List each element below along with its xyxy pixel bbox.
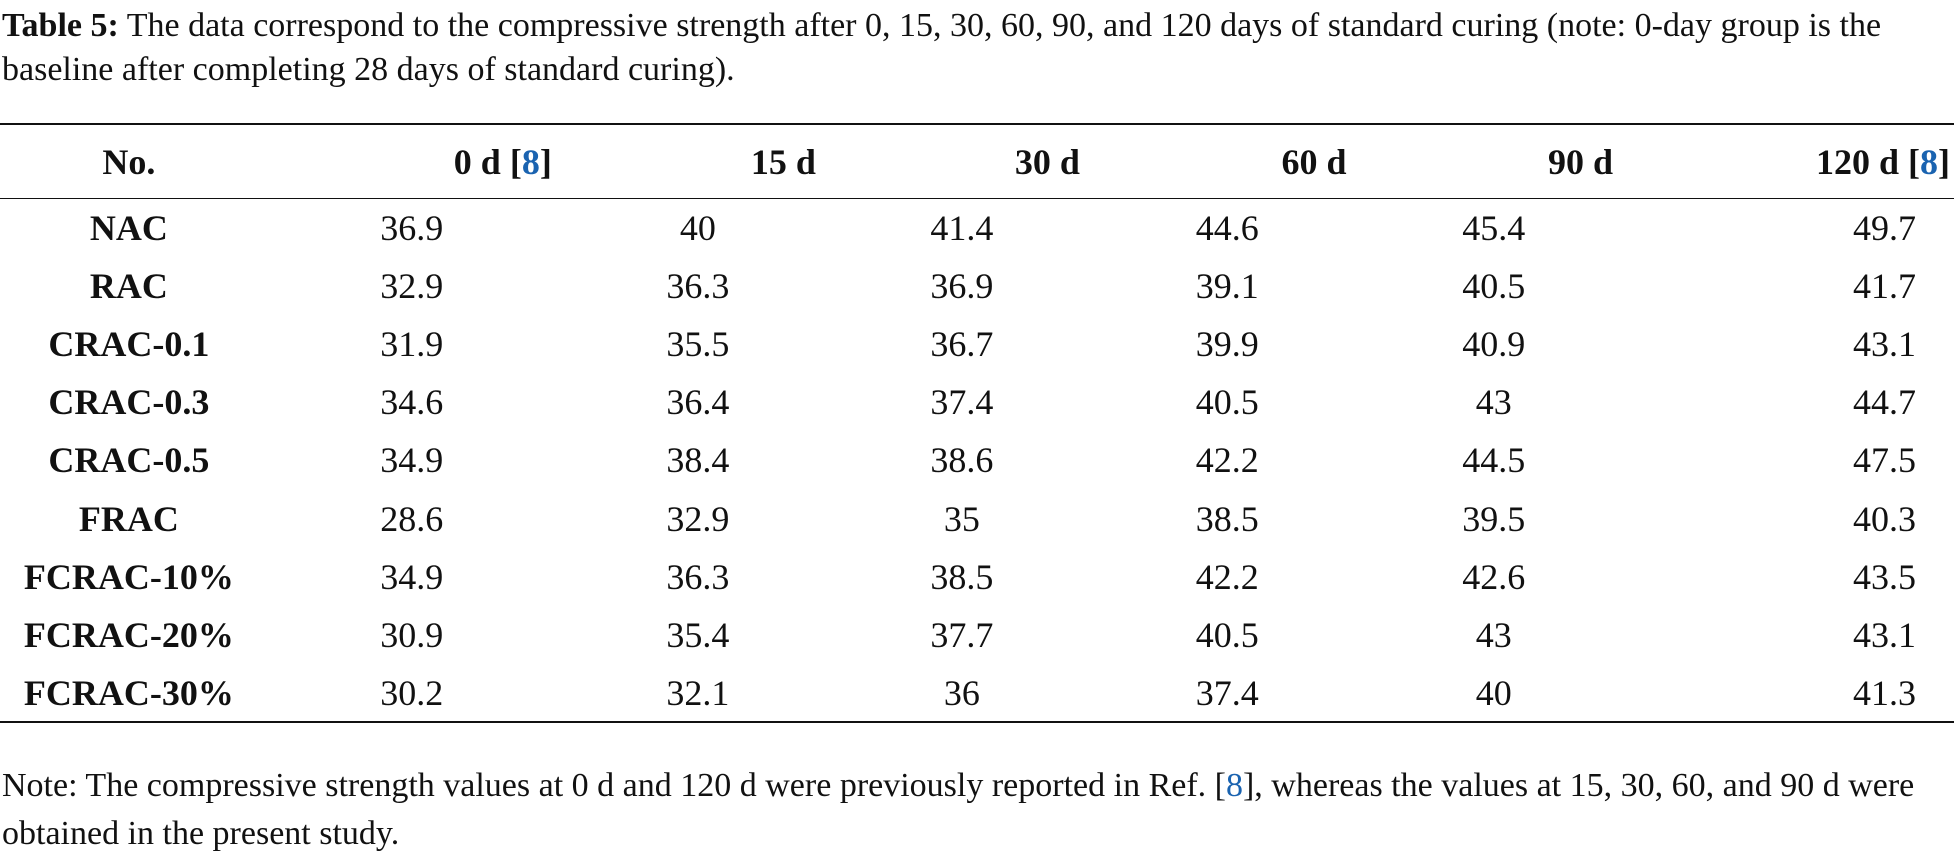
table-row: RAC 32.9 36.3 36.9 39.1 40.5 41.7	[0, 257, 1954, 315]
table-cell: 37.4	[1195, 672, 1259, 713]
row-label: FRAC	[78, 498, 179, 539]
table-cell: 36.3	[666, 556, 730, 597]
table-cell: 40.5	[1462, 265, 1526, 306]
table-cell: 30.9	[380, 614, 444, 655]
table-note: Note: The compressive strength values at…	[2, 762, 1950, 858]
table-cell: 36.4	[666, 382, 730, 423]
table-cell: 36.9	[930, 265, 994, 306]
table-cell: 40.5	[1195, 382, 1259, 423]
table-cell: 43.1	[1853, 614, 1916, 655]
table-cell: 36	[943, 672, 980, 713]
table-note-text-after: ], whereas the values at 15, 30, 60, and…	[2, 767, 1915, 852]
table-row: CRAC-0.5 34.9 38.4 38.6 42.2 44.5 47.5	[0, 431, 1954, 489]
table-cell: 41.4	[930, 207, 994, 248]
table-cell: 35.5	[666, 323, 730, 364]
column-header: 60 d	[1094, 124, 1361, 199]
table-cell: 39.5	[1462, 498, 1526, 539]
table-row: CRAC-0.3 34.6 36.4 37.4 40.5 43 44.7	[0, 373, 1954, 431]
row-label: CRAC-0.5	[48, 440, 210, 481]
table-cell: 40.9	[1462, 323, 1526, 364]
table-cell: 40	[679, 207, 716, 248]
table-row: CRAC-0.1 31.9 35.5 36.7 39.9 40.9 43.1	[0, 315, 1954, 373]
column-header-reference-link[interactable]: 8	[1920, 141, 1938, 182]
table-cell: 42.6	[1462, 556, 1526, 597]
table-cell: 34.9	[380, 440, 444, 481]
table-cell: 32.9	[380, 265, 444, 306]
column-header-reference-link[interactable]: 8	[521, 141, 540, 182]
column-header-label: 0 d	[453, 141, 501, 182]
table-cell: 37.4	[930, 382, 994, 423]
row-label: NAC	[89, 207, 168, 248]
table-cell: 40.3	[1853, 498, 1916, 539]
table-cell: 28.6	[380, 498, 444, 539]
column-header-label: No.	[102, 141, 156, 182]
table-cell: 30.2	[380, 672, 444, 713]
table-caption-text: The data correspond to the compressive s…	[2, 7, 1882, 88]
table-cell: 47.5	[1853, 440, 1916, 481]
table-cell: 37.7	[930, 614, 994, 655]
table-cell: 40	[1475, 672, 1512, 713]
column-header: 90 d	[1360, 124, 1627, 199]
table-cell: 32.1	[666, 672, 730, 713]
table-cell: 35	[943, 498, 980, 539]
table-cell: 39.1	[1195, 265, 1259, 306]
table-cell: 43.5	[1853, 556, 1916, 597]
table-cell: 45.4	[1462, 207, 1526, 248]
column-header-label: 15 d	[750, 141, 816, 182]
table-cell: 39.9	[1195, 323, 1259, 364]
table-cell: 41.7	[1853, 265, 1916, 306]
table-cell: 34.6	[380, 382, 444, 423]
table-container: No. 0 d [8] 15 d 30 d 60 d 90 d 120 d [8] NAC 3…	[0, 123, 1954, 723]
row-label: CRAC-0.1	[48, 323, 210, 364]
column-header: No.	[0, 124, 258, 199]
table-header-row: No. 0 d [8] 15 d 30 d 60 d 90 d 120 d [8]	[0, 124, 1954, 199]
table-cell: 41.3	[1853, 672, 1916, 713]
column-header: 15 d	[566, 124, 830, 199]
table-cell: 44.7	[1853, 382, 1916, 423]
table-cell: 35.4	[666, 614, 730, 655]
table-row: NAC 36.9 40 41.4 44.6 45.4 49.7	[0, 199, 1954, 257]
column-header-label: 60 d	[1281, 141, 1347, 182]
table-cell: 40.5	[1195, 614, 1259, 655]
table-row: FRAC 28.6 32.9 35 38.5 39.5 40.3	[0, 489, 1954, 547]
table-cell: 42.2	[1195, 556, 1259, 597]
table-cell: 38.6	[930, 440, 994, 481]
table-caption: Table 5: The data correspond to the comp…	[2, 4, 1950, 92]
column-header: 0 d [8]	[453, 141, 552, 182]
row-label: RAC	[89, 265, 168, 306]
table-cell: 36.7	[930, 323, 994, 364]
table-cell: 34.9	[380, 556, 444, 597]
compressive-strength-table: No. 0 d [8] 15 d 30 d 60 d 90 d 120 d [8] NAC 3…	[0, 123, 1954, 723]
table-note-reference-link[interactable]: 8	[1225, 767, 1243, 804]
row-label: CRAC-0.3	[48, 382, 210, 423]
table-cell: 42.2	[1195, 440, 1259, 481]
table-cell: 43.1	[1853, 323, 1916, 364]
column-header: 120 d [8]	[1815, 141, 1950, 182]
table-cell: 36.3	[666, 265, 730, 306]
table-row: FCRAC-10% 34.9 36.3 38.5 42.2 42.6 43.5	[0, 548, 1954, 606]
table-body: NAC 36.9 40 41.4 44.6 45.4 49.7 RAC 32.9 36.3 36.9…	[0, 199, 1954, 723]
table-row: FCRAC-30% 30.2 32.1 36 37.4 40 41.3	[0, 664, 1954, 723]
table-cell: 38.5	[930, 556, 994, 597]
table-cell: 38.5	[1195, 498, 1259, 539]
column-header: 30 d	[830, 124, 1094, 199]
table-cell: 38.4	[666, 440, 730, 481]
table-cell: 49.7	[1853, 207, 1916, 248]
table-cell: 43	[1475, 382, 1512, 423]
table-caption-label: Table 5:	[2, 7, 119, 44]
column-header-label: 30 d	[1014, 141, 1080, 182]
column-header-label: 90 d	[1548, 141, 1614, 182]
table-cell: 36.9	[380, 207, 444, 248]
table-cell: 44.6	[1195, 207, 1259, 248]
table-cell: 43	[1475, 614, 1512, 655]
column-header-label: 120 d	[1815, 141, 1899, 182]
row-label: FCRAC-30%	[23, 672, 234, 713]
table-note-text-before: Note: The compressive strength values at…	[2, 767, 1226, 804]
row-label: FCRAC-10%	[23, 556, 234, 597]
table-cell: 31.9	[380, 323, 444, 364]
table-row: FCRAC-20% 30.9 35.4 37.7 40.5 43 43.1	[0, 606, 1954, 664]
row-label: FCRAC-20%	[23, 614, 234, 655]
table-cell: 32.9	[666, 498, 730, 539]
table-cell: 44.5	[1462, 440, 1526, 481]
